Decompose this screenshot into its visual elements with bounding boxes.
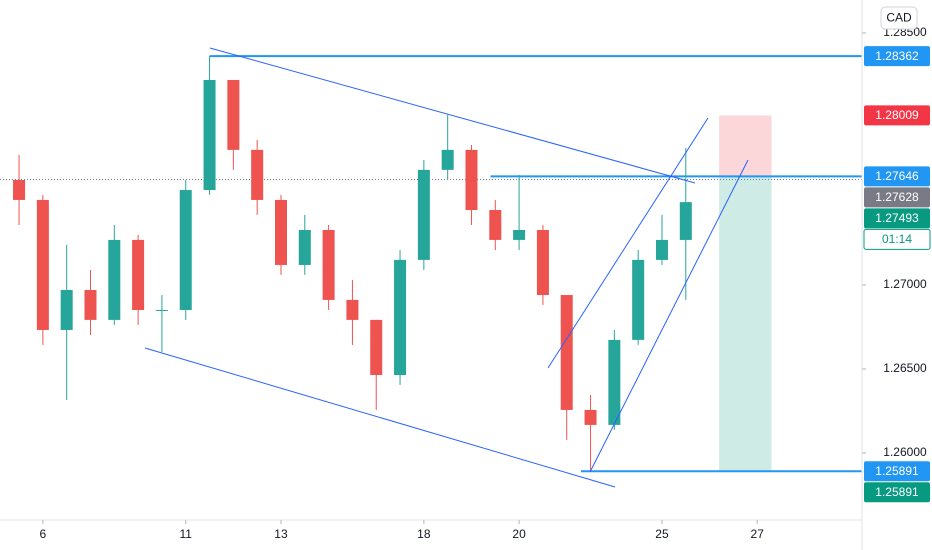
candle-body (13, 179, 26, 200)
candle-body (632, 259, 645, 340)
y-tick-label: 1.27000 (883, 277, 927, 291)
candle-body (679, 202, 692, 240)
plot-area (0, 55, 862, 473)
price-label-box (864, 461, 930, 482)
candle-body (394, 259, 407, 376)
price-label-box (864, 482, 930, 503)
price-label-box (864, 187, 930, 208)
candle-body (298, 230, 311, 265)
candle-body (417, 169, 430, 260)
candle-body (536, 230, 549, 296)
candle-body (608, 339, 621, 425)
price-label: 1.27646 (875, 169, 919, 183)
price-label-box (864, 166, 930, 187)
candle-body (346, 299, 359, 320)
y-tick-label: 1.26000 (883, 445, 927, 459)
candle-body (155, 309, 168, 311)
candle-body (513, 230, 526, 240)
trend-line (547, 117, 709, 369)
candle-body (584, 409, 597, 425)
candle-body (36, 199, 49, 330)
candle-body (370, 319, 383, 376)
candle-body (489, 210, 502, 240)
x-tick-label: 6 (40, 527, 47, 541)
x-tick-label: 13 (274, 527, 288, 541)
price-label: 1.27493 (875, 211, 919, 225)
y-tick-label: 1.26500 (883, 361, 927, 375)
x-tick-label: 18 (417, 527, 431, 541)
candle-body (560, 295, 573, 410)
price-label-box (863, 228, 931, 250)
drawings (144, 47, 749, 488)
price-label: 1.28009 (875, 108, 919, 122)
price-label: 1.27628 (875, 190, 919, 204)
x-tick-label: 20 (512, 527, 526, 541)
candle-body (655, 239, 668, 260)
trend-line (209, 47, 696, 184)
candle-body (132, 239, 145, 310)
x-tick-label: 25 (655, 527, 669, 541)
candle-body (108, 239, 121, 320)
candle-body (203, 79, 216, 191)
target-zone (719, 176, 772, 472)
candle-body (227, 79, 240, 150)
price-label-box (864, 105, 930, 126)
x-tick-label: 27 (751, 527, 765, 541)
candle-body (465, 149, 478, 211)
currency-label: CAD (886, 11, 912, 25)
x-tick-label: 11 (180, 527, 193, 541)
trend-line (589, 159, 749, 473)
candle-body (60, 289, 73, 330)
candle-body (322, 230, 335, 300)
price-label: 1.25891 (875, 485, 919, 499)
candle-body (274, 199, 287, 265)
candle-body (84, 289, 97, 320)
price-label: 01:14 (882, 232, 912, 246)
currency-badge[interactable] (880, 6, 918, 30)
price-label-box (864, 46, 930, 67)
stop-zone (719, 115, 772, 177)
candle-body (179, 190, 192, 310)
candle-body (441, 149, 454, 170)
price-label: 1.25891 (875, 464, 919, 478)
price-label: 1.28362 (875, 49, 919, 63)
trend-line (144, 347, 616, 488)
candle-body (251, 149, 264, 200)
price-label-box (864, 208, 930, 229)
